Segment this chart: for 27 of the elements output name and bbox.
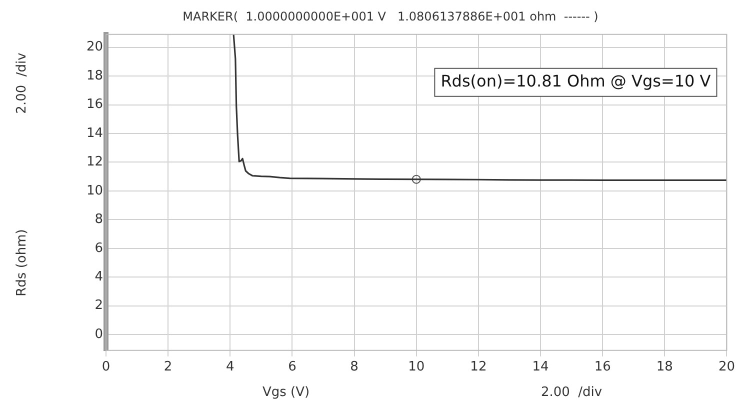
x-tick-label: 20 bbox=[718, 360, 735, 375]
x-tick-label: 8 bbox=[350, 360, 358, 375]
y-tick-label: 6 bbox=[94, 240, 103, 256]
y-tick-label: 16 bbox=[86, 97, 103, 112]
y-tick-label: 2 bbox=[94, 298, 103, 314]
x-tick-label: 18 bbox=[656, 360, 673, 375]
x-tick-label: 12 bbox=[470, 360, 487, 375]
x-axis-title: Vgs (V) bbox=[262, 384, 310, 400]
y-axis-title: Rds (ohm) bbox=[14, 229, 30, 296]
text: 2.00 /div bbox=[14, 52, 30, 114]
x-tick-label: 10 bbox=[408, 360, 425, 375]
y-tick-label: 14 bbox=[86, 126, 103, 141]
x-tick-label: 4 bbox=[226, 360, 234, 375]
annotation: Rds(on)=10.81 Ohm @ Vgs=10 V bbox=[440, 72, 711, 91]
y-tick-label: 4 bbox=[94, 270, 103, 285]
y-tick-label: 8 bbox=[94, 212, 103, 228]
y-tick-label: 12 bbox=[86, 154, 103, 170]
y-tick-label: 10 bbox=[86, 183, 103, 198]
x-tick-label: 6 bbox=[288, 360, 296, 375]
x-tick-label: 2 bbox=[164, 360, 172, 375]
y-tick-label: 20 bbox=[86, 40, 103, 55]
y-tick-label: 0 bbox=[94, 326, 103, 342]
x-tick-label: 14 bbox=[532, 360, 549, 375]
y-tick-label: 18 bbox=[86, 68, 103, 84]
chart-title: MARKER( 1.0000000000E+001 V 1.0806137886E+001 ohm ------ ) bbox=[182, 9, 598, 24]
text: 2.00 /div bbox=[540, 384, 602, 400]
x-tick-label: 16 bbox=[594, 360, 611, 375]
